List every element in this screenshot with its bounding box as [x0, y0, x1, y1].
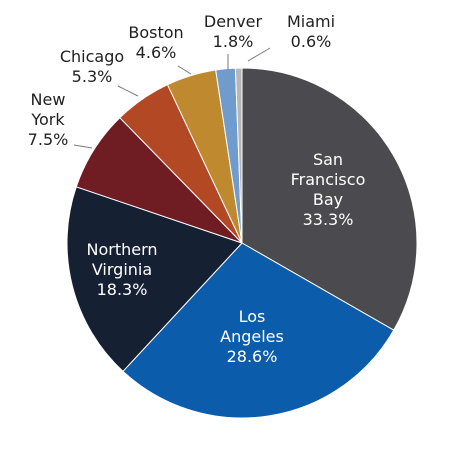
- slice-labels: San Francisco Bay 33.3% Los Angeles 28.6% North…: [28, 12, 366, 366]
- value-label-chicago: 5.3%: [72, 67, 113, 86]
- category-label-chicago-1: Chicago: [60, 47, 124, 66]
- value-label-san-francisco-bay: 33.3%: [303, 210, 354, 229]
- leader-line-miami: [247, 47, 271, 62]
- leader-line-boston: [177, 65, 192, 75]
- label-san-francisco-bay: San Francisco Bay 33.3%: [291, 150, 366, 229]
- category-label-los-angeles-1: Los: [239, 307, 266, 326]
- label-chicago: Chicago 5.3%: [60, 47, 124, 86]
- label-boston: Boston 4.6%: [128, 23, 183, 62]
- category-label-miami-1: Miami: [287, 12, 335, 31]
- value-label-northern-virginia: 18.3%: [97, 280, 148, 299]
- category-label-los-angeles-2: Angeles: [220, 327, 284, 346]
- value-label-new-york: 7.5%: [28, 130, 69, 149]
- category-label-san-francisco-bay-1: San: [313, 150, 343, 169]
- category-label-new-york-1: New: [31, 90, 66, 109]
- category-label-boston-1: Boston: [128, 23, 183, 42]
- label-new-york: New York 7.5%: [28, 90, 69, 149]
- slice-northern-virginia: [66, 186, 243, 373]
- category-label-san-francisco-bay-2: Francisco: [291, 170, 366, 189]
- slice-san-francisco-bay: [241, 67, 418, 331]
- leader-line-new-york: [73, 144, 93, 149]
- label-northern-virginia: Northern Virginia 18.3%: [86, 240, 157, 299]
- category-label-northern-virginia-1: Northern: [86, 240, 157, 259]
- slice-miami: [234, 67, 243, 244]
- value-label-denver: 1.8%: [213, 32, 254, 51]
- category-label-northern-virginia-2: Virginia: [92, 260, 152, 279]
- value-label-los-angeles: 28.6%: [227, 347, 278, 366]
- slice-los-angeles: [122, 242, 395, 419]
- category-label-san-francisco-bay-3: Bay: [313, 190, 343, 209]
- value-label-miami: 0.6%: [291, 32, 332, 51]
- leader-lines: [73, 47, 271, 149]
- label-miami: Miami 0.6%: [287, 12, 335, 51]
- label-denver: Denver 1.8%: [204, 12, 263, 51]
- label-los-angeles: Los Angeles 28.6%: [220, 307, 284, 366]
- pie-slices: [66, 67, 418, 419]
- value-label-boston: 4.6%: [136, 43, 177, 62]
- leader-line-chicago: [117, 85, 139, 97]
- category-label-denver-1: Denver: [204, 12, 263, 31]
- category-label-new-york-2: York: [30, 110, 65, 129]
